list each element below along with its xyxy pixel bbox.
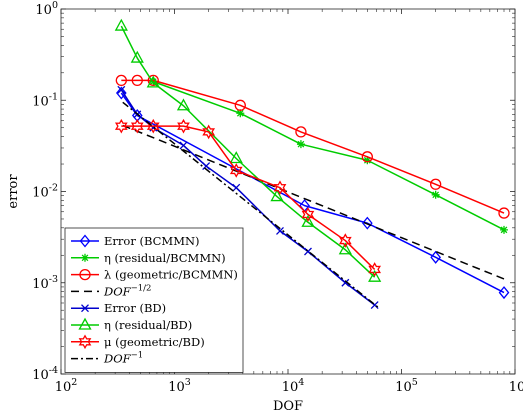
data-point-lambda_bcmmn	[115, 74, 127, 87]
legend-box	[64, 227, 244, 373]
series-line-dof_half	[122, 124, 505, 280]
data-point-lambda_bcmmn	[131, 74, 143, 87]
data-point-eta_bd	[229, 151, 243, 164]
x-tick-label: 103	[168, 377, 191, 395]
data-point-mu_bd	[177, 118, 190, 134]
data-point-mu_bd	[114, 118, 128, 134]
data-point-mu_bd	[368, 262, 382, 277]
data-point-lambda_bcmmn	[430, 178, 442, 190]
y-tick-label: 10-4	[32, 365, 58, 383]
data-point-eta_bd	[130, 50, 144, 63]
data-point-eta_bd	[176, 98, 191, 111]
data-point-lambda_bcmmn	[147, 74, 159, 87]
data-point-err_bd	[276, 226, 284, 235]
data-point-err_bd	[179, 141, 188, 150]
data-point-err_bd	[202, 162, 211, 171]
series-line-mu_bd	[121, 125, 376, 270]
legend-marker-eta_bcmmn	[81, 253, 89, 262]
data-point-eta_bcmmn	[363, 156, 372, 165]
legend-label-dof_half: DOF−1/2	[103, 283, 151, 298]
legend-marker-err_bd	[81, 304, 89, 313]
legend: Error (BCMMN) η (residual/BCMMN) λ (geomet…	[64, 227, 244, 373]
data-point-lambda_bcmmn	[361, 151, 373, 163]
x-tick-label: 106	[509, 377, 523, 395]
data-point-mu_bd	[301, 207, 315, 222]
data-point-eta_bcmmn	[431, 190, 440, 199]
series-line-dof_one	[122, 101, 379, 308]
legend-marker-lambda_bcmmn	[79, 268, 91, 281]
x-axis-label: DOF	[273, 399, 303, 414]
legend-marker-err_bcmmn	[79, 234, 91, 248]
series-lambda_bcmmn	[115, 74, 510, 219]
legend-label-dof_one: DOF−1	[103, 351, 143, 366]
data-point-lambda_bcmmn	[234, 99, 246, 111]
data-point-err_bd	[117, 85, 126, 94]
data-point-err_bcmmn	[115, 86, 127, 100]
data-point-mu_bd	[130, 118, 144, 134]
series-mu_bd	[114, 118, 382, 277]
legend-label-lambda_bcmmn: λ (geometric/BCMMN)	[104, 268, 238, 282]
legend-label-mu_bd: μ (geometric/BD)	[104, 335, 205, 349]
x-tick-label: 102	[55, 377, 78, 395]
data-point-eta_bd	[368, 269, 382, 282]
data-point-err_bcmmn	[498, 286, 510, 300]
legend-label-err_bcmmn: Error (BCMMN)	[104, 234, 200, 248]
series-layer	[114, 18, 510, 309]
series-line-lambda_bcmmn	[121, 79, 505, 214]
data-point-eta_bcmmn	[500, 225, 509, 234]
y-tick-label: 10-2	[32, 183, 58, 201]
data-point-mu_bd	[202, 124, 216, 140]
series-eta_bd	[114, 18, 382, 282]
tick-layer: 102 103 104 105 106 10-4 10-3 10-2 10-1 100	[32, 0, 523, 395]
data-point-eta_bcmmn	[236, 109, 245, 118]
y-axis-label: error	[6, 174, 21, 209]
data-point-lambda_bcmmn	[498, 207, 510, 219]
data-point-eta_bcmmn	[296, 140, 305, 149]
x-tick-label: 104	[282, 377, 305, 395]
y-tick-label: 100	[35, 0, 58, 18]
data-point-err_bcmmn	[430, 250, 442, 264]
legend-label-eta_bcmmn: η (residual/BCMMN)	[104, 251, 226, 265]
data-point-lambda_bcmmn	[295, 126, 307, 138]
legend-marker-eta_bd	[78, 317, 92, 330]
series-line-eta_bcmmn	[153, 80, 505, 231]
legend-marker-mu_bd	[78, 334, 92, 350]
y-tick-label: 10-3	[32, 274, 58, 292]
data-point-err_bd	[232, 183, 241, 192]
legend-label-err_bd: Error (BD)	[104, 301, 166, 315]
data-point-mu_bd	[229, 163, 243, 178]
data-point-err_bd	[341, 278, 350, 287]
data-point-eta_bd	[270, 189, 284, 202]
x-tick-label: 105	[395, 377, 418, 395]
data-point-eta_bd	[338, 242, 352, 255]
series-line-eta_bd	[120, 25, 376, 278]
series-dof_half	[122, 124, 505, 280]
data-point-err_bcmmn	[361, 216, 373, 230]
data-point-eta_bd	[114, 18, 128, 31]
series-line-err_bd	[120, 89, 376, 306]
series-dof_one	[122, 101, 379, 308]
data-point-eta_bd	[301, 214, 315, 227]
data-point-mu_bd	[273, 180, 287, 196]
data-point-mu_bd	[338, 233, 352, 248]
legend-label-eta_bd: η (residual/BD)	[104, 318, 192, 332]
y-tick-label: 10-1	[32, 91, 58, 109]
data-point-eta_bd	[146, 75, 160, 88]
